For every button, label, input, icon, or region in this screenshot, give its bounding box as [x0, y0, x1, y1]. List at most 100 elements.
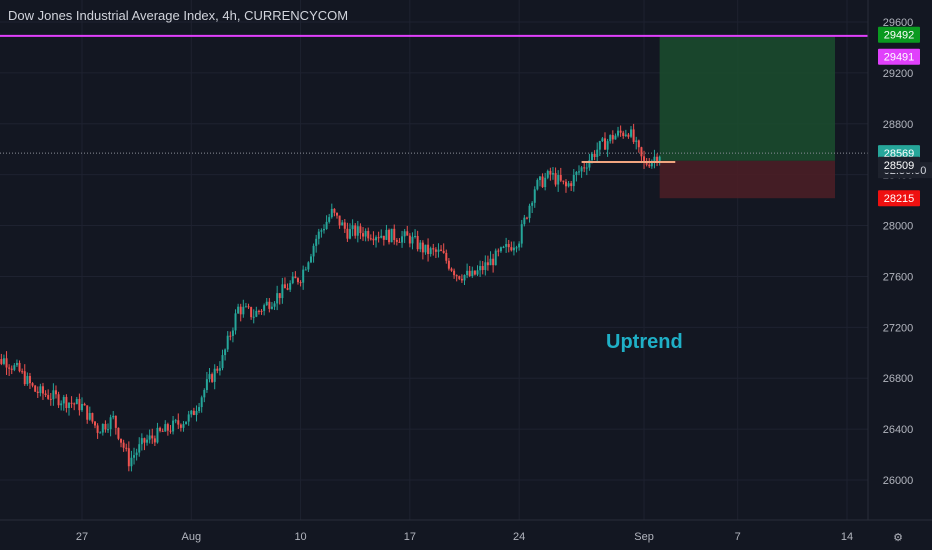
candle-body: [338, 215, 341, 226]
candle-body: [114, 415, 117, 428]
candle-body: [427, 244, 430, 255]
candle-body: [362, 233, 365, 237]
candle-body: [229, 335, 232, 337]
candle-body: [617, 130, 620, 136]
candle-body: [86, 405, 89, 420]
candle-body: [169, 430, 172, 432]
candle-body: [401, 236, 404, 243]
candle-body: [159, 427, 162, 431]
candle-body: [28, 376, 31, 384]
candle-body: [73, 403, 76, 405]
candle-body: [127, 448, 130, 467]
profit-zone: [659, 35, 835, 161]
candle-body: [544, 177, 547, 188]
candle-body: [432, 248, 435, 250]
candle-body: [658, 156, 661, 162]
candle-body: [489, 258, 492, 266]
candle-body: [239, 306, 242, 315]
candle-body: [21, 371, 24, 373]
candle-body: [609, 135, 612, 142]
candle-body: [60, 403, 63, 406]
candle-body: [375, 237, 378, 241]
candle-body: [312, 245, 315, 257]
candle-body: [91, 413, 94, 422]
candle-body: [624, 134, 627, 136]
candle-body: [322, 228, 325, 231]
candle-body: [148, 435, 151, 440]
time-axis: [0, 520, 932, 550]
candle-body: [177, 420, 180, 425]
candle-body: [213, 368, 216, 382]
candle-body: [39, 386, 42, 394]
candle-body: [198, 407, 201, 412]
candle-body: [596, 149, 599, 157]
candle-body: [619, 130, 622, 133]
candle-body: [349, 229, 352, 239]
candle-body: [112, 415, 115, 418]
price-axis: [868, 0, 932, 520]
candle-body: [263, 305, 266, 311]
candle-body: [83, 403, 86, 406]
candle-body: [505, 244, 508, 247]
candle-body: [242, 306, 245, 315]
candle-body: [244, 306, 247, 308]
candle-body: [473, 270, 476, 275]
candle-body: [257, 310, 260, 312]
candle-body: [453, 270, 456, 276]
candle-body: [593, 153, 596, 157]
candle-body: [138, 444, 141, 453]
candle-body: [637, 140, 640, 148]
candle-body: [130, 457, 133, 467]
y-tick-label: 27200: [883, 322, 914, 334]
candle-body: [200, 397, 203, 408]
candle-body: [65, 396, 68, 409]
candle-body: [41, 386, 44, 394]
candle-body: [109, 417, 112, 430]
candle-body: [424, 244, 427, 253]
candle-body: [330, 208, 333, 218]
candle-body: [5, 358, 8, 368]
candle-body: [10, 368, 13, 370]
candle-body: [419, 242, 422, 250]
candle-body: [611, 135, 614, 140]
candle-body: [458, 276, 461, 279]
candle-body: [551, 173, 554, 175]
candle-body: [174, 420, 177, 422]
candle-body: [499, 247, 502, 252]
candle-body: [234, 313, 237, 331]
candle-body: [450, 268, 453, 271]
x-tick-label: Sep: [634, 531, 654, 543]
candle-body: [390, 228, 393, 243]
candle-body: [484, 262, 487, 270]
settings-icon[interactable]: ⚙: [893, 532, 903, 544]
candle-body: [346, 228, 349, 239]
candle-body: [570, 183, 573, 187]
candle-body: [554, 173, 557, 185]
candle-body: [421, 242, 424, 253]
x-tick-label: 27: [76, 531, 88, 543]
candle-body: [429, 248, 432, 255]
x-tick-label: 10: [294, 531, 306, 543]
candle-body: [403, 231, 406, 237]
chart-title: Dow Jones Industrial Average Index, 4h, …: [8, 8, 349, 23]
candle-body: [57, 394, 60, 406]
candle-body: [559, 175, 562, 181]
candle-body: [627, 134, 630, 137]
y-tick-label: 26000: [883, 475, 914, 487]
candle-body: [307, 262, 310, 270]
price-tag-label: 29491: [884, 52, 915, 64]
x-tick-label: 7: [735, 531, 741, 543]
candle-body: [294, 276, 297, 279]
candle-body: [585, 167, 588, 169]
candle-body: [122, 442, 125, 448]
price-tag-label: 28509: [884, 160, 915, 172]
candle-body: [88, 413, 91, 420]
candle-body: [255, 310, 258, 317]
candle-body: [645, 161, 648, 165]
uptrend-annotation: Uptrend: [606, 331, 683, 353]
y-tick-label: 29600: [883, 17, 914, 29]
candle-body: [211, 374, 214, 382]
candle-body: [510, 247, 513, 251]
candle-body: [107, 429, 110, 431]
candle-body: [99, 432, 102, 434]
